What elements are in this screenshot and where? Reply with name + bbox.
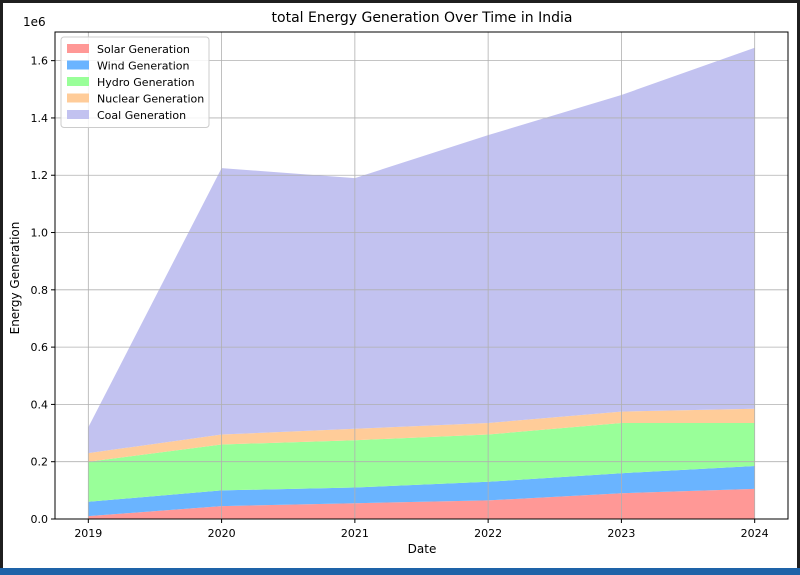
area-solar-generation	[88, 488, 755, 519]
x-axis-label: Date	[408, 542, 437, 556]
figure-window: total Energy Generation Over Time in Ind…	[3, 3, 797, 568]
y-tick-label: 1.2	[31, 169, 49, 182]
area-nuclear-generation	[88, 408, 755, 462]
taskbar-strip	[0, 568, 800, 575]
area-hydro-generation	[88, 423, 755, 502]
plot-frame	[54, 31, 789, 520]
x-tick-label: 2021	[341, 527, 369, 540]
y-offset-label: 1e6	[23, 15, 46, 29]
y-tick-label: 0.0	[31, 513, 49, 526]
legend-label: Wind Generation	[97, 60, 190, 73]
y-tick-label: 1.4	[31, 112, 49, 125]
legend-swatch	[67, 110, 89, 119]
y-tick-label: 1.6	[31, 55, 49, 68]
legend-box	[60, 36, 210, 128]
y-tick-label: 0.6	[31, 341, 49, 354]
x-tick-label: 2022	[474, 527, 502, 540]
y-tick-label: 0.8	[31, 284, 49, 297]
legend-label: Hydro Generation	[97, 76, 195, 89]
area-coal-generation	[88, 47, 755, 454]
legend-label: Nuclear Generation	[97, 93, 204, 106]
chart-title: total Energy Generation Over Time in Ind…	[272, 10, 573, 26]
legend-swatch	[67, 44, 89, 53]
x-tick-label: 2024	[741, 527, 769, 540]
legend-label: Solar Generation	[97, 43, 190, 56]
x-tick-label: 2020	[208, 527, 236, 540]
x-tick-label: 2023	[607, 527, 635, 540]
x-tick-label: 2019	[74, 527, 102, 540]
y-axis-label: Energy Generation	[8, 222, 22, 335]
energy-area-chart: total Energy Generation Over Time in Ind…	[8, 10, 789, 556]
legend-label: Coal Generation	[97, 109, 186, 122]
legend-swatch	[67, 77, 89, 86]
legend-swatch	[67, 60, 89, 70]
y-tick-label: 0.4	[31, 398, 49, 411]
legend-swatch	[67, 93, 89, 103]
area-wind-generation	[88, 466, 755, 517]
y-tick-label: 1.0	[31, 227, 49, 240]
y-tick-label: 0.2	[31, 456, 49, 469]
legend: Solar Generation Wind Generation Hydro Gen…	[60, 36, 210, 128]
